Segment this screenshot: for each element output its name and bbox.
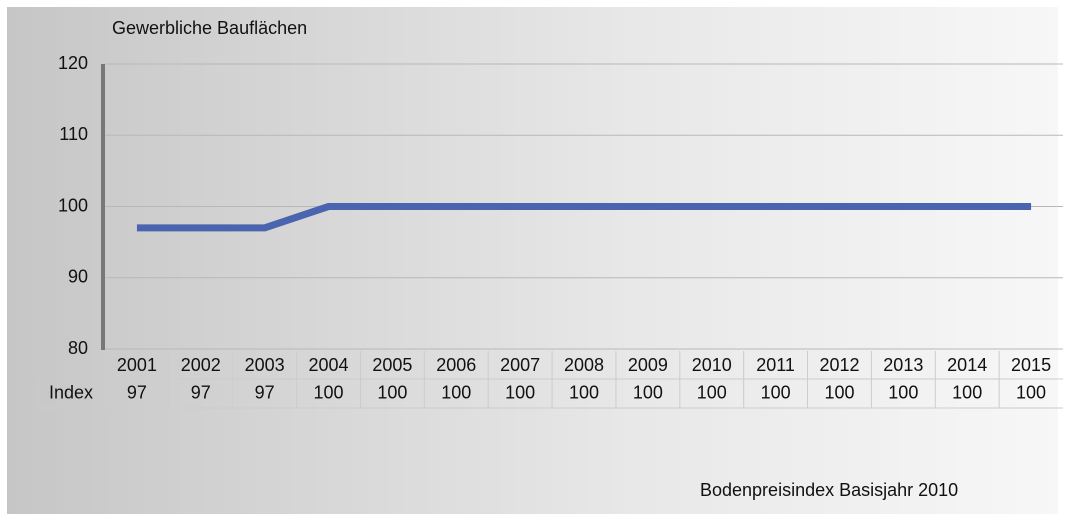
chart-title: Gewerbliche Bauflächen xyxy=(112,18,307,38)
y-tick-label: 120 xyxy=(58,53,88,73)
y-tick-label: 90 xyxy=(68,267,88,287)
table-value: 100 xyxy=(377,382,407,402)
table-value: 100 xyxy=(761,382,791,402)
table-value: 97 xyxy=(191,382,211,402)
x-tick-label: 2007 xyxy=(500,355,540,375)
x-tick-label: 2008 xyxy=(564,355,604,375)
line-series xyxy=(136,203,1032,232)
y-tick-label: 110 xyxy=(59,124,88,144)
x-tick-label: 2009 xyxy=(628,355,668,375)
x-tick-label: 2015 xyxy=(1011,355,1051,375)
table-value: 100 xyxy=(952,382,982,402)
x-tick-label: 2011 xyxy=(756,355,795,375)
x-tick-label: 2012 xyxy=(819,355,859,375)
note: Bodenpreisindex Basisjahr 2010 xyxy=(700,480,958,500)
background xyxy=(7,7,1058,514)
table-value: 100 xyxy=(697,382,727,402)
x-tick-label: 2013 xyxy=(883,355,923,375)
x-tick-label: 2004 xyxy=(309,355,349,375)
table-value: 100 xyxy=(314,382,344,402)
table-value: 100 xyxy=(1016,382,1046,402)
table-value: 97 xyxy=(127,382,147,402)
x-tick-label: 2005 xyxy=(372,355,412,375)
y-tick-label: 80 xyxy=(68,338,88,358)
x-tick-label: 2001 xyxy=(117,355,157,375)
x-tick-label: 2014 xyxy=(947,355,987,375)
x-tick-label: 2003 xyxy=(245,355,285,375)
table-value: 100 xyxy=(505,382,535,402)
table-value: 97 xyxy=(255,382,275,402)
table-value: 100 xyxy=(633,382,663,402)
x-tick-label: 2006 xyxy=(436,355,476,375)
row-label: Index xyxy=(49,382,93,402)
table-value: 100 xyxy=(888,382,918,402)
table-value: 100 xyxy=(569,382,599,402)
y-tick-label: 100 xyxy=(58,195,88,215)
table-value: 100 xyxy=(441,382,471,402)
x-tick-label: 2010 xyxy=(692,355,732,375)
table-value: 100 xyxy=(824,382,854,402)
x-tick-label: 2002 xyxy=(181,355,221,375)
